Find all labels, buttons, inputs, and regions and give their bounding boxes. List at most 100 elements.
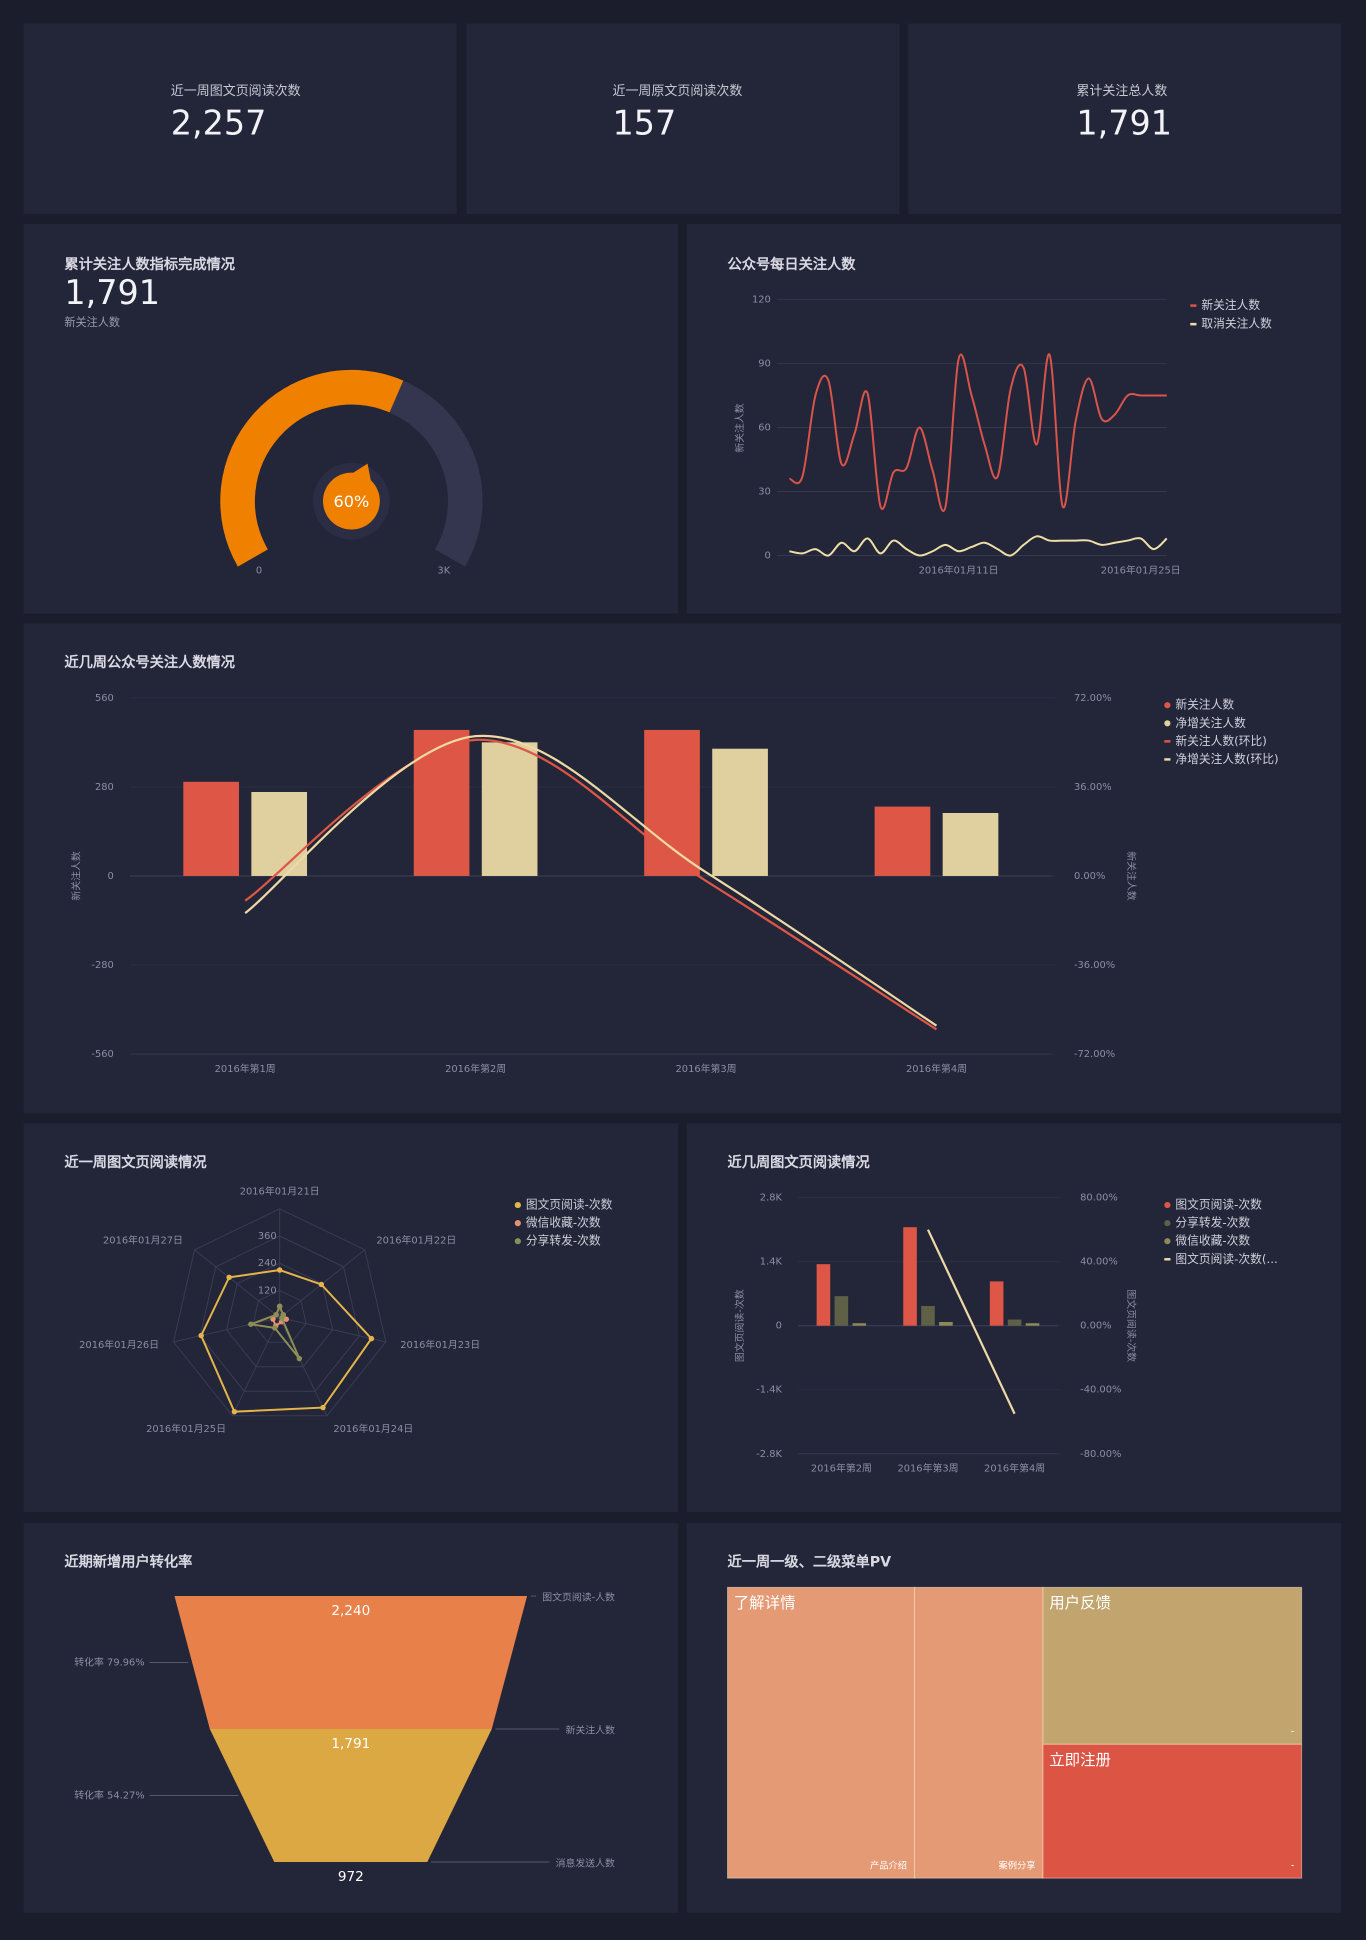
y2-tick-label: 80.00%: [1080, 1193, 1118, 1204]
treemap-group-label: 立即注册: [1049, 1751, 1111, 1769]
radar-point: [279, 1315, 285, 1321]
stage-label: 消息发送人数: [556, 1856, 615, 1869]
legend-label: 净增关注人数: [1175, 716, 1246, 730]
bar: [712, 748, 768, 876]
legend-swatch: [1164, 702, 1171, 709]
legend-swatch: [1164, 720, 1171, 727]
radar-point: [368, 1335, 375, 1342]
gauge-max-label: 3K: [437, 565, 450, 576]
radar-point: [320, 1404, 326, 1411]
funnel-segment: [174, 1596, 528, 1730]
x-tick-label: 2016年第1周: [215, 1062, 276, 1075]
chart-title: 累计关注人数指标完成情况: [64, 255, 235, 273]
y2-axis-title: 图文页阅读-次数: [1125, 1289, 1138, 1362]
bar: [644, 729, 700, 876]
spoke: [279, 1317, 386, 1343]
axis-label: 2016年01月22日: [376, 1234, 456, 1247]
treemap-leaf-label: 案例分享: [999, 1859, 1036, 1871]
legend-label: 净增关注人数(环比): [1175, 752, 1278, 766]
y2-tick-label: 0.00%: [1080, 1321, 1111, 1332]
legend-label: 分享转发-次数: [526, 1234, 601, 1248]
legend-swatch: [514, 1220, 521, 1227]
radar-point: [273, 1312, 279, 1318]
conversion-label: 转化率 54.27%: [74, 1789, 144, 1802]
gauge-value: 1,791: [64, 273, 160, 312]
kpi-label: 累计关注总人数: [1076, 84, 1167, 99]
y2-tick-label: -80.00%: [1080, 1449, 1121, 1460]
y-tick-label: 2.8K: [760, 1193, 783, 1204]
y2-tick-label: 36.00%: [1074, 782, 1112, 793]
legend-swatch: [1164, 1220, 1171, 1227]
funnel-value: 2,240: [331, 1603, 370, 1619]
legend-label: 新关注人数: [1175, 698, 1234, 712]
r-tick-label: 240: [258, 1258, 277, 1269]
treemap-cell: [1042, 1586, 1303, 1745]
legend-label: 图文页阅读-次数(...: [1175, 1252, 1277, 1266]
y-tick-label: 280: [95, 782, 114, 793]
treemap-leaf-label: 产品介绍: [870, 1859, 907, 1871]
y-tick-label: 1.4K: [760, 1257, 783, 1268]
bar: [903, 1227, 917, 1326]
grid-ring: [252, 1289, 307, 1343]
gauge-hub: [322, 472, 380, 530]
legend-label: 微信收藏-次数: [1175, 1234, 1250, 1248]
treemap-cell: [1042, 1743, 1303, 1879]
bar: [816, 1264, 831, 1326]
stage-label: 图文页阅读-人数: [542, 1590, 615, 1603]
y2-tick-label: -40.00%: [1080, 1385, 1121, 1396]
treemap-leaf-label: -: [1291, 1726, 1294, 1737]
spoke: [231, 1317, 281, 1416]
bar: [989, 1281, 1004, 1326]
axis-label: 2016年01月27日: [103, 1234, 183, 1247]
chart-title: 近期新增用户转化率: [64, 1553, 192, 1571]
kpi-label: 近一周图文页阅读次数: [171, 84, 301, 99]
stage-label: 新关注人数: [566, 1723, 616, 1736]
y-axis-title: 图文页阅读-次数: [733, 1289, 746, 1362]
y-tick-label: 0: [108, 871, 114, 882]
y-tick-label: -560: [91, 1049, 113, 1060]
chart-title: 公众号每日关注人数: [728, 255, 857, 273]
y-tick-label: -1.4K: [756, 1385, 782, 1396]
bar: [942, 812, 999, 876]
legend-label: 图文页阅读-次数: [526, 1198, 613, 1212]
panel: [908, 23, 1342, 215]
r-tick-label: 120: [258, 1285, 277, 1296]
x-tick-label: 2016年第3周: [676, 1062, 737, 1075]
gauge-min-label: 0: [256, 565, 262, 576]
legend-label: 分享转发-次数: [1175, 1216, 1250, 1230]
line-series: [244, 738, 938, 1031]
panel: [466, 23, 900, 215]
axis-label: 2016年01月21日: [240, 1184, 320, 1197]
legend-label: 新关注人数: [1201, 298, 1260, 312]
radar-point: [296, 1355, 303, 1362]
axis-label: 2016年01月26日: [79, 1338, 159, 1351]
treemap-cell: [727, 1586, 916, 1879]
panel: [23, 23, 457, 215]
x-tick-label: 2016年第2周: [811, 1462, 872, 1475]
radar-point: [276, 1303, 283, 1310]
y-tick-label: 120: [752, 294, 771, 305]
y-axis-title: 新关注人数: [733, 403, 746, 453]
y-tick-label: -2.8K: [756, 1449, 782, 1460]
y-tick-label: 60: [758, 422, 771, 433]
panel: [686, 223, 1342, 614]
legend-label: 微信收藏-次数: [526, 1216, 601, 1230]
y-tick-label: 0: [776, 1321, 782, 1332]
y-axis-title: 新关注人数: [70, 851, 83, 901]
legend-label: 新关注人数(环比): [1175, 734, 1266, 748]
chart-title: 近一周图文页阅读情况: [64, 1153, 207, 1171]
radar-point: [270, 1316, 276, 1322]
chart-title: 近一周一级、二级菜单PV: [728, 1553, 892, 1571]
line-series: [244, 734, 938, 1027]
treemap-group-label: 用户反馈: [1049, 1594, 1111, 1612]
x-tick-label: 2016年第3周: [897, 1462, 958, 1475]
line-series: [789, 353, 1167, 512]
y2-axis-title: 新关注人数: [1125, 851, 1138, 901]
x-tick-label: 2016年第4周: [984, 1462, 1045, 1475]
bar: [183, 781, 239, 876]
kpi-label: 近一周原文页阅读次数: [612, 84, 742, 99]
funnel-value: 972: [338, 1869, 364, 1885]
gauge-caption: 新关注人数: [64, 315, 120, 329]
x-tick-label: 2016年01月11日: [919, 563, 999, 576]
